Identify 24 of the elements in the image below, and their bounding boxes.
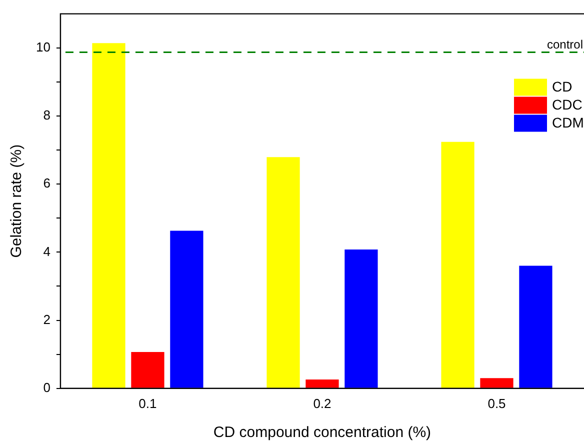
legend-label: CDM [552,114,584,131]
bar [519,266,552,388]
x-tick-label: 0.1 [138,396,157,411]
legend-label: CDC [552,96,582,113]
bar [131,352,164,388]
bar [266,157,300,388]
y-tick-label: 8 [43,108,50,123]
bar [344,249,378,388]
y-tick-label: 10 [36,39,50,54]
ref-line-label: control [546,38,583,52]
bar [480,378,514,388]
y-axis-title: Gelation rate (%) [8,144,26,258]
bar [92,43,126,388]
bar [170,230,204,388]
x-tick-label: 0.2 [313,396,332,411]
y-tick-label: 2 [43,312,50,327]
bar [306,380,339,388]
y-tick-label: 4 [43,244,50,259]
x-tick-label: 0.5 [488,396,506,411]
bar [441,142,474,388]
x-axis-title: CD compound concentration (%) [213,424,432,442]
y-tick-label: 0 [43,380,50,395]
legend-label: CD [552,78,572,95]
y-tick-label: 6 [43,176,50,191]
